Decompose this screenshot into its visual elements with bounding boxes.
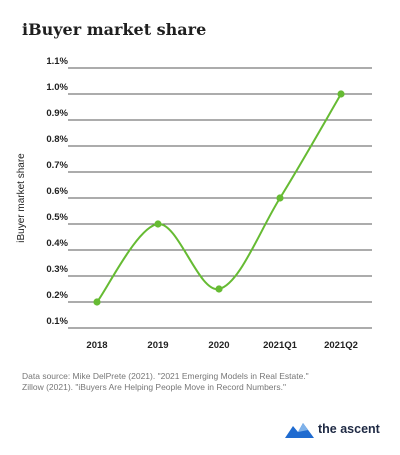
y-tick-label: 0.3%: [46, 264, 68, 275]
x-tick-labels: 2018 2019 2020 2021Q1 2021Q2: [86, 340, 357, 351]
data-points: [93, 90, 345, 306]
x-tick-label: 2021Q2: [324, 340, 358, 351]
y-tick-label: 1.1%: [46, 56, 68, 67]
x-tick-label: 2019: [147, 340, 168, 351]
data-point: [215, 285, 223, 293]
y-tick-label: 0.9%: [46, 108, 68, 119]
data-source-line-1: Data source: Mike DelPrete (2021). "2021…: [22, 371, 309, 381]
x-tick-label: 2020: [208, 340, 229, 351]
data-point: [337, 90, 345, 98]
y-tick-labels: 1.1% 1.0% 0.9% 0.8% 0.7% 0.6% 0.5% 0.4% 0.3% 0.2%…: [46, 56, 68, 327]
y-tick-label: 0.5%: [46, 212, 68, 223]
data-point: [93, 298, 101, 306]
data-point: [276, 194, 284, 202]
x-tick-label: 2021Q1: [263, 340, 298, 351]
the-ascent-logo: the ascent: [284, 418, 384, 442]
y-tick-label: 0.2%: [46, 290, 68, 301]
data-point: [154, 220, 162, 228]
y-tick-label: 0.4%: [46, 238, 68, 249]
x-tick-label: 2018: [86, 340, 107, 351]
chart-title: iBuyer market share: [22, 20, 207, 39]
y-tick-label: 0.6%: [46, 186, 68, 197]
data-source-line-2: Zillow (2021). "iBuyers Are Helping Peop…: [22, 382, 286, 392]
line-chart: 1.1% 1.0% 0.9% 0.8% 0.7% 0.6% 0.5% 0.4% 0.3% 0.2%…: [16, 56, 372, 351]
y-axis-label: iBuyer market share: [16, 153, 27, 243]
y-tick-label: 1.0%: [46, 82, 68, 93]
logo-text: the ascent: [318, 422, 380, 436]
y-tick-label: 0.8%: [46, 134, 68, 145]
y-tick-label: 0.1%: [46, 316, 68, 327]
gridlines: [68, 67, 372, 329]
mountain-logo-icon: [285, 423, 314, 438]
y-tick-label: 0.7%: [46, 160, 68, 171]
data-source-note: Data source: Mike DelPrete (2021). "2021…: [22, 371, 322, 393]
